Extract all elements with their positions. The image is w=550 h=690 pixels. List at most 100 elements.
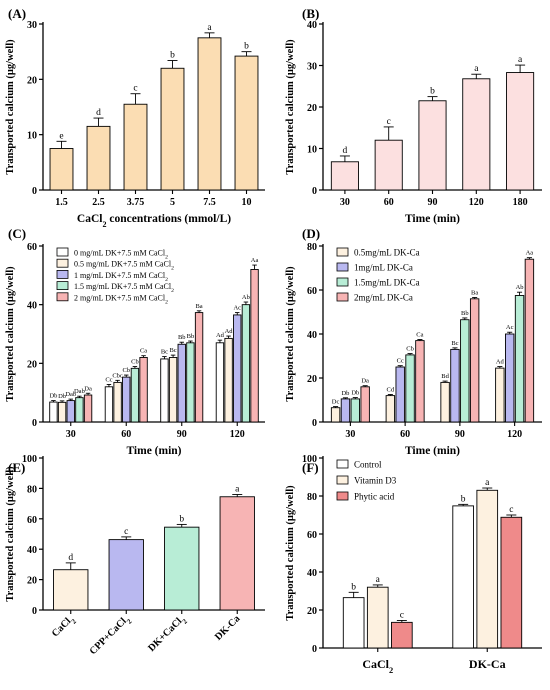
legend-entry: Vitamin D3 (354, 476, 397, 486)
x-tick-label: CaCl2 (362, 657, 393, 675)
legend-swatch (336, 277, 349, 287)
x-tick-label: 60 (384, 197, 394, 208)
y-tick-label: 60 (27, 242, 37, 253)
legend-entry-main: 0.5 mg/mL DK+7.5 mM CaCl (74, 260, 172, 269)
x-tick-label: DK-Ca (469, 657, 506, 671)
legend-entry: Control (354, 460, 382, 470)
y-tick-label: 100 (22, 454, 37, 465)
x-tick-label: 1.5 (55, 197, 68, 208)
x-tick-label: 2.5 (92, 197, 105, 208)
panel-a: (A) 0 10 20 30 Transported calcium (μg/well) e… (5, 6, 265, 229)
bar (197, 37, 222, 191)
bar-series-2 (66, 400, 75, 423)
legend-swatch (336, 459, 349, 469)
y-tick-label: 80 (27, 484, 37, 495)
significance-letter: a (474, 64, 479, 74)
bar-series-2 (122, 376, 131, 423)
significance-letter: d (68, 553, 73, 563)
y-tick-label: 60 (307, 286, 317, 297)
x-tick-label: 10 (242, 197, 252, 208)
x-axis-label-main: CaCl (77, 213, 103, 225)
significance-letter: Bb (461, 310, 469, 317)
significance-letter: a (485, 478, 490, 488)
y-tick-label: 20 (307, 103, 317, 114)
significance-letter: Dab (74, 388, 85, 395)
significance-letter: b (179, 514, 184, 524)
significance-letter: a (376, 575, 381, 585)
significance-letter: Bc (451, 340, 458, 347)
significance-letter: Ca (416, 332, 423, 339)
bar-series-0 (215, 342, 225, 423)
legend-swatch (56, 247, 69, 257)
legend-swatch (56, 292, 69, 302)
x-tick-label: 30 (66, 429, 76, 440)
significance-letter: c (133, 84, 137, 94)
significance-letter: Ba (195, 303, 202, 310)
significance-letter: Bc (161, 349, 168, 356)
x-tick-label: 30 (340, 197, 350, 208)
y-axis-label: Transported calcium (μg/well) (285, 485, 296, 621)
y-tick-label: 20 (27, 576, 37, 587)
y-axis-label: Transported calcium (μg/well) (285, 39, 296, 175)
bar-series-3 (130, 367, 140, 423)
bar-series-0 (342, 597, 365, 649)
bar-series-3 (469, 298, 480, 423)
significance-letter: Cb (131, 359, 139, 366)
x-tick-label: DK-Ca (213, 613, 242, 642)
y-tick-label: 0 (32, 186, 37, 197)
y-tick-label: 40 (307, 330, 317, 341)
bar-series-0 (330, 407, 341, 423)
significance-letter: b (430, 87, 435, 97)
bar-series-3 (75, 397, 84, 423)
legend-entry: 0.5 mg/mL DK+7.5 mM CaCl2 (74, 260, 174, 272)
bar-series-4 (83, 394, 93, 423)
panel-label: (A) (8, 6, 26, 21)
bar-series-2 (500, 516, 523, 649)
x-axis-label: Time (min) (405, 213, 460, 225)
y-axis-label: Transported calcium (μg/well) (5, 39, 16, 175)
significance-letter: b (351, 582, 356, 592)
y-tick-label: 30 (27, 20, 37, 31)
significance-letter: b (244, 42, 249, 52)
significance-letter: Ad (216, 332, 225, 339)
x-axis-label: Time (min) (405, 445, 460, 457)
bar (330, 161, 359, 191)
y-tick-label: 30 (307, 62, 317, 73)
legend-entry-main: 2 mg/mL DK+7.5 mM CaCl (74, 293, 166, 302)
bar-series-1 (224, 337, 233, 423)
y-tick-label: 20 (27, 75, 37, 86)
significance-letter: Cc (397, 358, 404, 365)
x-tick-label-main: CPP+CaCl (88, 616, 129, 657)
y-tick-label: 40 (27, 301, 37, 312)
bar (219, 496, 255, 611)
y-axis-label: Transported calcium (μg/well) (285, 266, 296, 402)
bar-series-3 (186, 342, 195, 423)
y-tick-label: 80 (307, 492, 317, 503)
legend-entry-main: 0 mg/mL DK+7.5 mM CaCl (74, 249, 166, 258)
significance-letter: Ab (242, 294, 250, 301)
legend-swatch (336, 475, 349, 485)
bar (234, 55, 259, 191)
significance-letter: c (400, 610, 404, 620)
bar-series-0 (495, 367, 505, 423)
significance-letter: Cc (105, 376, 112, 383)
bar-series-1 (57, 401, 67, 423)
bar-series-0 (104, 386, 114, 423)
bar-series-1 (340, 398, 351, 423)
x-tick-label: 30 (345, 429, 355, 440)
significance-letter: d (96, 108, 101, 118)
x-axis-label: Time (min) (126, 445, 181, 457)
legend-entry: 1.5 mg/mL DK+7.5 mM CaCl2 (74, 282, 174, 294)
bar-series-2 (405, 354, 415, 423)
y-tick-label: 40 (27, 545, 37, 556)
legend-entry: 0.5mg/mL DK-Ca (354, 248, 420, 258)
bar-series-0 (49, 401, 58, 423)
bar-series-4 (139, 357, 148, 423)
legend-entry: 2 mg/mL DK+7.5 mM CaCl2 (74, 293, 168, 305)
bar (164, 526, 200, 611)
bar-series-2 (460, 319, 470, 423)
significance-letter: d (343, 146, 348, 156)
panel-label: (B) (302, 6, 319, 21)
significance-letter: Dc (332, 399, 340, 406)
legend-entry-main: 1 mg/mL DK+7.5 mM CaCl (74, 271, 166, 280)
